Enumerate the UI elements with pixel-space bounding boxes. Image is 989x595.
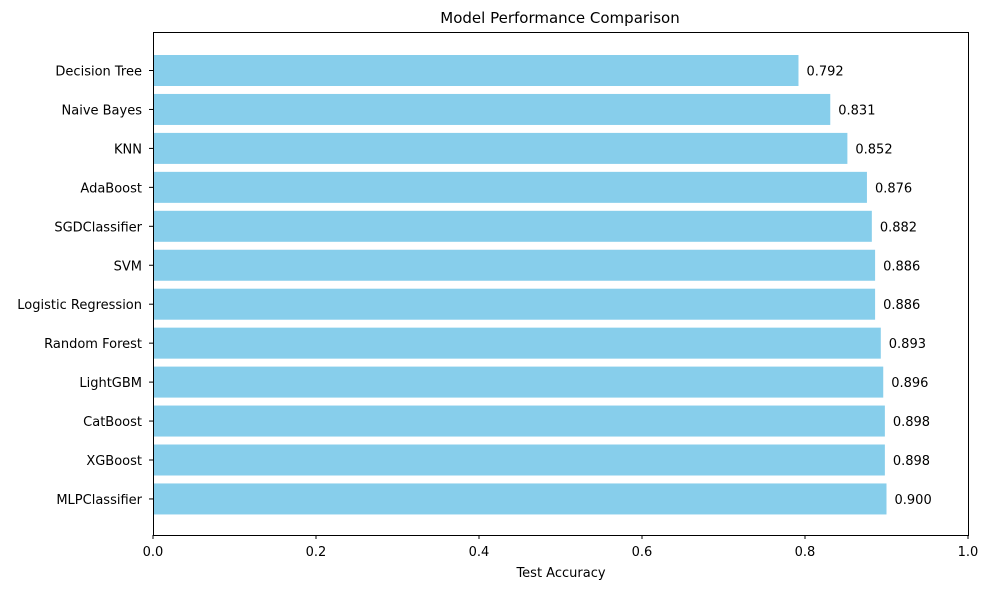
y-tick-label: SGDClassifier (54, 220, 142, 235)
y-tick-label: SVM (114, 259, 142, 274)
y-tick-label: Random Forest (44, 337, 142, 352)
bar (153, 132, 848, 164)
y-tick-label: MLPClassifier (56, 493, 142, 508)
x-tick-label: 0.0 (143, 545, 164, 560)
y-tick-label: XGBoost (86, 454, 142, 469)
bars-layer (153, 55, 887, 515)
bar (153, 171, 867, 203)
y-axis: Decision Tree Naive Bayes KNN AdaBoost SGDCl… (17, 65, 153, 508)
x-tick-label: 0.8 (795, 545, 816, 560)
x-tick-label: 0.6 (632, 545, 653, 560)
x-tick-label: 1.0 (958, 545, 979, 560)
bar (153, 405, 885, 437)
bar-value-label: 0.876 (875, 181, 912, 196)
bar-value-label: 0.852 (855, 142, 892, 157)
bar-value-label: 0.886 (883, 298, 920, 313)
y-tick-label: Logistic Regression (17, 298, 142, 313)
y-tick-label: Decision Tree (55, 65, 142, 80)
bar (153, 327, 881, 359)
bar (153, 366, 884, 398)
bar-value-label: 0.898 (893, 454, 930, 469)
chart-title: Model Performance Comparison (440, 9, 679, 27)
bar (153, 210, 872, 242)
bar-value-label: 0.896 (891, 376, 928, 391)
bar (153, 249, 876, 281)
bar (153, 93, 831, 125)
bar-value-label: 0.882 (880, 220, 917, 235)
bar-value-label: 0.898 (893, 415, 930, 430)
plot-frame (153, 32, 969, 536)
y-tick-label: CatBoost (83, 415, 142, 430)
bar (153, 55, 799, 86)
y-tick-label: Naive Bayes (62, 103, 143, 118)
bar-value-label: 0.893 (889, 337, 926, 352)
bar-value-label: 0.900 (895, 493, 932, 508)
bar (153, 444, 885, 476)
bar-value-label: 0.792 (806, 65, 843, 80)
x-tick-label: 0.2 (306, 545, 327, 560)
y-tick-label: AdaBoost (80, 181, 142, 196)
x-axis: 0.0 0.2 0.4 0.6 0.8 1.0 (143, 535, 979, 560)
bar-value-label: 0.831 (838, 103, 875, 118)
x-axis-label: Test Accuracy (515, 566, 605, 581)
y-tick-label: LightGBM (79, 376, 142, 391)
bar-value-label: 0.886 (883, 259, 920, 274)
value-labels-layer: 0.792 0.831 0.852 0.876 0.882 0.886 0.886 0.893… (806, 65, 931, 508)
y-tick-label: KNN (114, 142, 142, 157)
x-tick-label: 0.4 (469, 545, 490, 560)
bar (153, 483, 887, 515)
bar (153, 288, 876, 320)
